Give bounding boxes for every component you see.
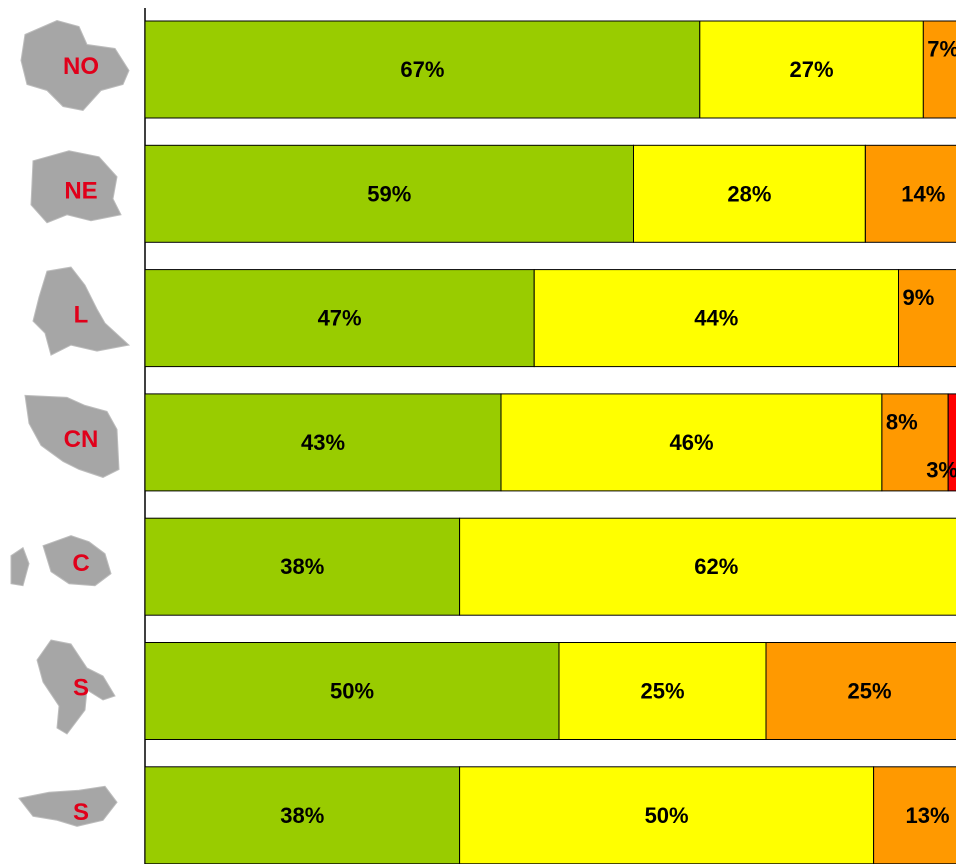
region-map-icon xyxy=(20,19,130,112)
data-label: 38% xyxy=(280,803,324,828)
data-labels-layer: NO 67% 27% 7% NE 59% 28% 14% L 47% 44% 9% CN 43% 46% 8%… xyxy=(63,37,956,828)
bar-segment xyxy=(144,393,502,492)
region-map-icon xyxy=(30,150,122,224)
bar-segment xyxy=(881,393,949,492)
region-map-shape xyxy=(24,394,120,478)
region-code-label: CN xyxy=(64,426,99,453)
bar-segment xyxy=(459,517,956,616)
region-code-label: C xyxy=(72,550,89,577)
data-label: 28% xyxy=(727,181,771,206)
data-label: 44% xyxy=(694,306,738,331)
data-label: 27% xyxy=(789,57,833,82)
region-code-label: L xyxy=(74,302,89,329)
data-label: 8% xyxy=(886,409,918,434)
region-map-shape xyxy=(20,19,130,112)
region-code-label: S xyxy=(73,675,89,702)
bar-segment xyxy=(144,766,461,864)
data-label: 14% xyxy=(901,181,945,206)
data-label: 7% xyxy=(927,37,956,62)
region-map-shape xyxy=(36,639,116,735)
bar-segment xyxy=(864,144,956,243)
region-map-shape xyxy=(30,150,122,224)
region-code-label: NO xyxy=(63,53,99,80)
bar-segment xyxy=(633,144,866,243)
data-label: 43% xyxy=(301,430,345,455)
data-label: 46% xyxy=(669,430,713,455)
region-code-label: S xyxy=(73,799,89,826)
bar-segment xyxy=(144,20,701,119)
region-code-label: NE xyxy=(64,177,97,204)
region-map-icon xyxy=(18,785,118,827)
region-map-icon xyxy=(10,535,112,587)
bar-segment xyxy=(898,269,956,368)
data-label: 38% xyxy=(280,554,324,579)
region-map-shape xyxy=(32,266,131,356)
bar-segment xyxy=(947,393,956,492)
data-label: 13% xyxy=(905,803,949,828)
data-label: 9% xyxy=(903,285,935,310)
bar-segment xyxy=(873,766,956,864)
bar-segment xyxy=(144,144,634,243)
bar-segment xyxy=(144,517,461,616)
bar-segment xyxy=(558,642,767,740)
bar-segment xyxy=(699,20,924,119)
data-label: 25% xyxy=(640,679,684,704)
data-label: 59% xyxy=(367,181,411,206)
data-label: 25% xyxy=(847,679,891,704)
region-map-icon xyxy=(36,639,116,735)
bar-segment xyxy=(144,642,560,740)
data-label: 47% xyxy=(318,306,362,331)
data-label: 3% xyxy=(926,457,956,482)
data-label: 50% xyxy=(330,679,374,704)
region-map-icon xyxy=(24,394,120,478)
region-map-icons xyxy=(10,19,131,827)
data-label: 62% xyxy=(694,554,738,579)
bars-layer xyxy=(144,20,956,864)
region-map-icon xyxy=(32,266,131,356)
region-map-shape xyxy=(18,785,118,827)
data-label: 67% xyxy=(400,57,444,82)
bar-segment xyxy=(144,269,535,368)
bar-segment xyxy=(533,269,899,368)
region-map-shape xyxy=(10,535,112,587)
bar-segment xyxy=(922,20,956,119)
bar-segment xyxy=(765,642,956,740)
bar-segment xyxy=(459,766,875,864)
data-label: 50% xyxy=(645,803,689,828)
